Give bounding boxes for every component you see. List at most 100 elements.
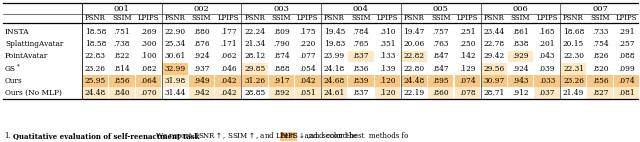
Bar [481,75,507,87]
Text: 32.99: 32.99 [164,65,186,73]
Text: .074: .074 [459,77,476,85]
Text: .043: .043 [539,53,556,60]
Bar [561,75,586,87]
Text: .064: .064 [140,77,157,85]
Text: LPIPS: LPIPS [616,14,637,22]
Text: 29.85: 29.85 [244,65,266,73]
Text: .257: .257 [618,40,635,48]
Text: GS: GS [5,65,16,73]
Text: 001: 001 [114,5,130,13]
Text: 29.42: 29.42 [483,53,504,60]
Text: 30.97: 30.97 [483,77,504,85]
Text: .836: .836 [353,65,369,73]
Text: PSNR: PSNR [164,14,186,22]
Text: 20.06: 20.06 [403,40,425,48]
Bar [322,87,348,99]
Text: 24.48: 24.48 [403,77,425,85]
Text: .220: .220 [300,40,316,48]
Bar [375,87,401,99]
Text: SSIM: SSIM [192,14,211,22]
Text: .942: .942 [193,89,210,97]
Text: 24.48: 24.48 [84,89,106,97]
Text: .310: .310 [380,28,396,36]
Text: 18.68: 18.68 [563,28,584,36]
Text: .291: .291 [618,28,635,36]
Text: 21.49: 21.49 [563,89,584,97]
Text: PSNR: PSNR [85,14,106,22]
Text: .300: .300 [140,40,157,48]
Text: .046: .046 [220,65,236,73]
Text: .042: .042 [220,89,236,97]
Text: .757: .757 [433,28,449,36]
Text: 22.83: 22.83 [84,53,106,60]
Text: .826: .826 [592,53,609,60]
Text: .880: .880 [193,28,210,36]
Text: 23.26: 23.26 [563,77,584,85]
Text: 006: 006 [513,5,528,13]
Text: .042: .042 [300,77,316,85]
Text: .839: .839 [353,77,369,85]
Text: .070: .070 [140,89,157,97]
Bar [481,63,507,75]
Text: .754: .754 [592,40,609,48]
Bar [534,87,560,99]
Text: .177: .177 [220,28,236,36]
Text: 20.15: 20.15 [563,40,584,48]
Text: 23.26: 23.26 [84,65,106,73]
Bar [295,75,321,87]
Text: .856: .856 [113,77,130,85]
Text: .814: .814 [113,65,130,73]
Bar [83,87,108,99]
Text: .763: .763 [433,40,449,48]
Text: .099: .099 [618,65,635,73]
Text: .062: .062 [220,53,236,60]
Text: LPIPS: LPIPS [138,14,159,22]
Text: .054: .054 [300,65,316,73]
Text: 31.44: 31.44 [164,89,186,97]
Text: 28.85: 28.85 [244,89,266,97]
Text: 18.58: 18.58 [84,28,106,36]
Text: SSIM: SSIM [351,14,371,22]
Text: .840: .840 [113,89,130,97]
Bar [242,75,268,87]
Text: .784: .784 [353,28,369,36]
Text: 28.12: 28.12 [244,53,265,60]
Text: SSIM: SSIM [431,14,451,22]
Text: PointAvatar: PointAvatar [5,53,49,60]
Text: 19.45: 19.45 [324,28,345,36]
Bar [428,75,454,87]
Text: .837: .837 [353,53,369,60]
Text: 31.26: 31.26 [244,77,265,85]
Text: Ours: Ours [5,77,23,85]
Text: .129: .129 [459,65,476,73]
Bar [280,132,296,140]
Text: .039: .039 [539,65,556,73]
Text: .201: .201 [539,40,556,48]
Bar [189,75,214,87]
Bar [242,63,268,75]
Text: .081: .081 [618,89,635,97]
Text: .088: .088 [618,53,635,60]
Bar [162,75,188,87]
Text: LPIPS: LPIPS [377,14,398,22]
Text: 19.47: 19.47 [403,28,425,36]
Text: 005: 005 [433,5,449,13]
Text: .077: .077 [300,53,316,60]
Text: 30.61: 30.61 [164,53,186,60]
Text: .822: .822 [114,53,130,60]
Text: .082: .082 [140,65,157,73]
Text: .171: .171 [220,40,236,48]
Text: .809: .809 [273,28,289,36]
Text: .820: .820 [592,65,609,73]
Text: .827: .827 [592,89,609,97]
Bar [508,51,533,62]
Text: .142: .142 [459,53,476,60]
Text: .949: .949 [193,77,210,85]
Text: PSNR: PSNR [244,14,265,22]
Text: best: best [281,132,296,140]
Bar [588,75,613,87]
Bar [215,87,241,99]
Text: 22.30: 22.30 [563,53,584,60]
Text: 25.34: 25.34 [164,40,186,48]
Bar [269,87,294,99]
